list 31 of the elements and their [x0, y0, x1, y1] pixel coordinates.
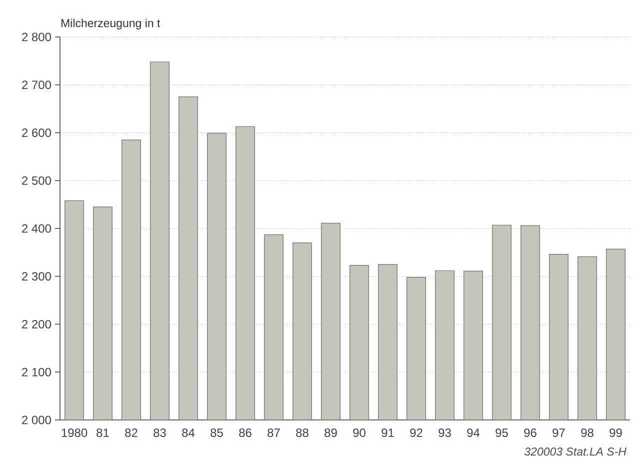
text: 320003 Stat.LA S-H — [524, 448, 626, 456]
x-tick-label: 95 — [496, 428, 508, 438]
x-tick-label: 96 — [524, 428, 536, 438]
y-tick-label: 2 500 — [22, 176, 51, 185]
x-tick-label: 84 — [182, 428, 195, 438]
y-tick-label: 2 700 — [22, 80, 51, 90]
x-tick-label: 87 — [268, 428, 280, 438]
y-tick-label: 2 600 — [22, 128, 51, 137]
x-tick-label: 92 — [410, 428, 422, 438]
x-tick-label: 91 — [382, 428, 394, 438]
y-tick-label: 2 200 — [22, 320, 51, 328]
x-tick-label: 85 — [210, 428, 223, 438]
y-tick-label: 2 400 — [22, 224, 51, 233]
x-tick-label: 86 — [239, 428, 252, 438]
y-tick-label: 2 000 — [22, 416, 51, 424]
x-tick-label: 88 — [296, 428, 308, 438]
y-tick-label: 2 100 — [22, 368, 51, 376]
x-tick-label: 1980 — [62, 428, 88, 438]
x-tick-label: 99 — [610, 428, 622, 438]
x-tick-label: 81 — [96, 428, 109, 438]
y-axis-title: Milcherzeugung in t — [61, 18, 160, 30]
x-tick-label: 90 — [353, 428, 366, 438]
y-tick-label: 2 800 — [22, 32, 51, 42]
x-tick-label: 83 — [154, 428, 166, 438]
x-tick-label: 89 — [324, 428, 337, 438]
x-tick-label: 82 — [125, 428, 138, 438]
x-tick-label: 93 — [438, 428, 451, 438]
x-tick-label: 97 — [552, 428, 565, 438]
x-tick-label: 94 — [467, 428, 480, 438]
y-tick-label: 2 300 — [22, 272, 51, 281]
x-tick-label: 98 — [581, 428, 594, 438]
